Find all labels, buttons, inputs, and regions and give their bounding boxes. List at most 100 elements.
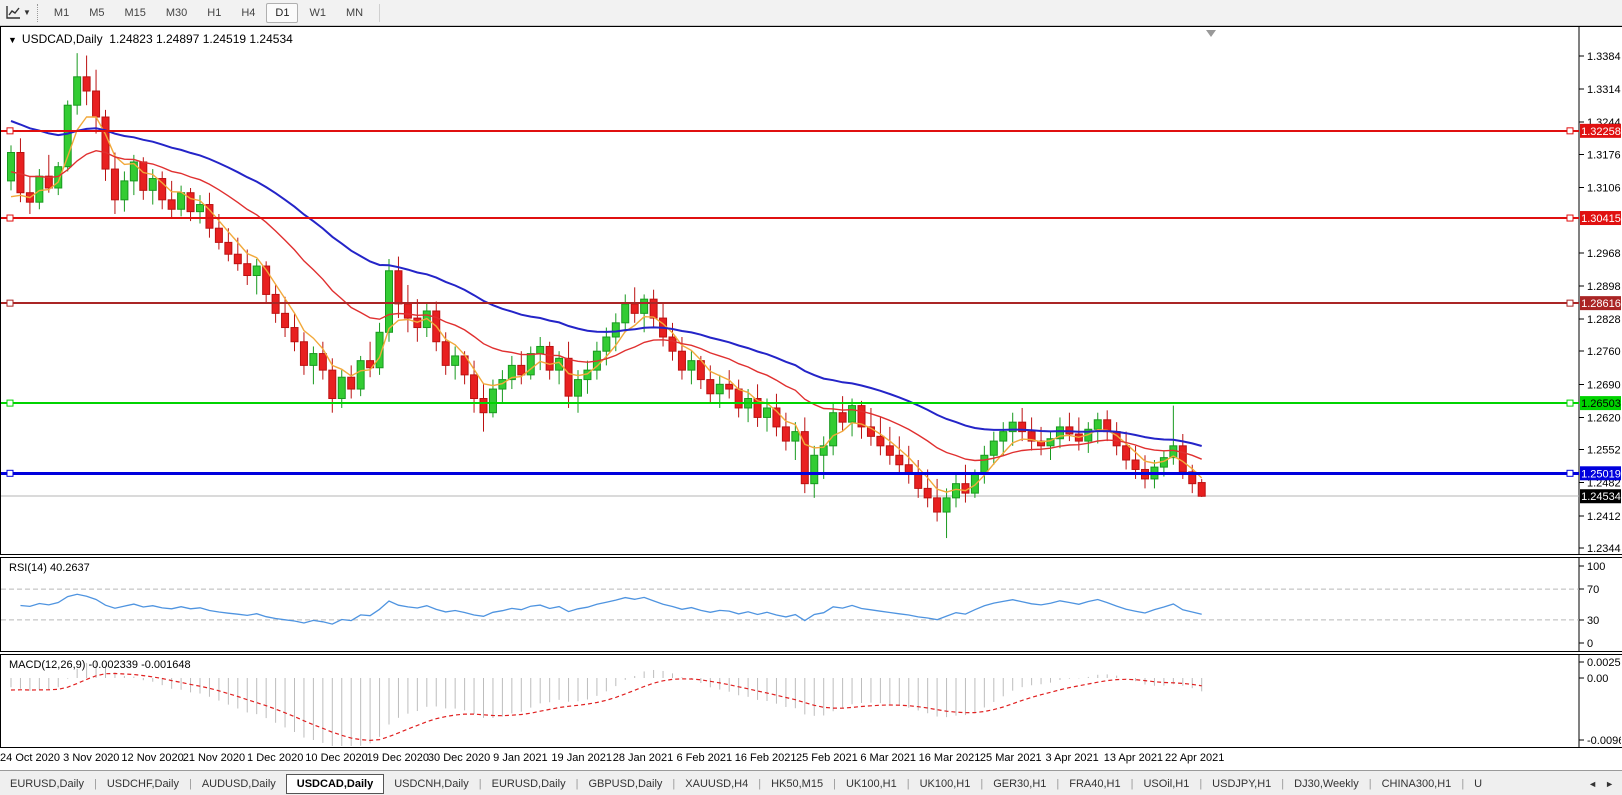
price-tick-label: 1.29680 xyxy=(1587,248,1621,260)
candle-body xyxy=(1131,459,1140,470)
candle-body xyxy=(781,426,790,442)
chart-tab-hk50-m15[interactable]: HK50,M15 xyxy=(771,777,824,790)
timeframe-button-h1[interactable]: H1 xyxy=(207,6,222,19)
hline-right-handle[interactable] xyxy=(1566,299,1574,307)
hline-left-handle[interactable] xyxy=(6,469,14,477)
tab-scroll-left-icon[interactable]: ◄ xyxy=(1588,778,1598,789)
candle-body xyxy=(252,265,261,277)
candle-body xyxy=(763,407,771,418)
candle-body xyxy=(82,76,91,92)
chart-tab-usdchf-daily[interactable]: USDCHF,Daily xyxy=(106,777,179,790)
chart-symbol-period: USDCAD,Daily xyxy=(21,32,103,46)
candle-body xyxy=(7,152,15,182)
hline-right-handle[interactable] xyxy=(1566,127,1574,135)
chart-tab-eurusd-daily[interactable]: EURUSD,Daily xyxy=(491,777,566,790)
chart-shift-marker[interactable] xyxy=(1206,30,1216,37)
price-tick-label: 1.24120 xyxy=(1587,511,1621,523)
tab-separator: | xyxy=(188,777,192,790)
hline-right-handle[interactable] xyxy=(1566,214,1574,222)
chevron-down-icon[interactable]: ▼ xyxy=(23,8,31,17)
candle-body xyxy=(555,357,564,371)
tab-separator: | xyxy=(575,777,579,790)
chart-tab-gbpusd-daily[interactable]: GBPUSD,Daily xyxy=(588,777,663,790)
hline-left-handle[interactable] xyxy=(6,299,14,307)
date-axis-label: 9 Jan 2021 xyxy=(493,752,548,764)
chart-tab-fra40-h1[interactable]: FRA40,H1 xyxy=(1069,777,1121,790)
chart-tab-usoil-h1[interactable]: USOil,H1 xyxy=(1143,777,1190,790)
chart-menu-arrow-icon[interactable]: ▼ xyxy=(8,35,17,45)
chart-tab-china300-h1[interactable]: CHINA300,H1 xyxy=(1381,777,1452,790)
candle-body xyxy=(791,431,800,442)
candle-body xyxy=(1055,426,1064,440)
timeframe-button-m15[interactable]: M15 xyxy=(124,6,146,19)
rsi-label: RSI(14) 40.2637 xyxy=(9,562,90,574)
chart-tab-xauusd-h4[interactable]: XAUUSD,H4 xyxy=(685,777,749,790)
price-tick-label: 1.31060 xyxy=(1587,183,1621,195)
candle-body xyxy=(1122,445,1131,461)
chart-tab-audusd-daily[interactable]: AUDUSD,Daily xyxy=(201,777,276,790)
chart-tab-u[interactable]: U xyxy=(1474,777,1483,790)
date-axis-label: 30 Dec 2020 xyxy=(427,752,491,764)
candle-body xyxy=(895,454,904,466)
toolbar-separator xyxy=(379,3,381,22)
candle-body xyxy=(800,431,809,485)
candle-body xyxy=(914,473,923,489)
date-axis-label: 6 Mar 2021 xyxy=(860,752,917,764)
chart-tab-dj30-weekly[interactable]: DJ30,Weekly xyxy=(1294,777,1359,790)
price-tick-label: 1.28280 xyxy=(1587,314,1621,326)
candle-body xyxy=(838,412,847,423)
hline-left-handle[interactable] xyxy=(6,214,14,222)
chart-tab-usdcnh-daily[interactable]: USDCNH,Daily xyxy=(394,777,469,790)
hline-right-handle[interactable] xyxy=(1566,399,1574,407)
price-chart-pane[interactable]: 1.33840 1.33140 1.32440 1.31760 1.31060 1.296… xyxy=(0,26,1622,555)
tab-separator: | xyxy=(1056,777,1060,790)
hline-price-badge xyxy=(1580,211,1621,226)
hline-right-handle[interactable] xyxy=(1566,469,1574,477)
tab-scroll-right-icon[interactable]: ► xyxy=(1605,778,1614,789)
hline-left-handle[interactable] xyxy=(6,399,14,407)
chart-tab-eurusd-daily[interactable]: EURUSD,Daily xyxy=(10,777,84,790)
chart-tab-usdcad-daily[interactable]: USDCAD,Daily xyxy=(285,773,385,794)
candle-body xyxy=(347,376,356,390)
candle-body xyxy=(1093,419,1102,430)
candle-body xyxy=(999,431,1008,442)
chart-tab-uk100-h1[interactable]: UK100,H1 xyxy=(845,777,897,790)
date-axis-label: 21 Nov 2020 xyxy=(182,752,246,764)
timeframe-button-m5[interactable]: M5 xyxy=(89,6,105,19)
candle-body xyxy=(451,355,460,366)
macd-indicator-pane[interactable]: 0.00258 0.00 -0.009687 xyxy=(0,654,1622,748)
candle-body xyxy=(725,383,734,390)
toolbar-grip[interactable] xyxy=(36,3,38,22)
timeframe-button-mn[interactable]: MN xyxy=(345,6,364,19)
candle-body xyxy=(857,405,866,428)
ma-slow-line xyxy=(10,120,1202,447)
tab-separator: | xyxy=(1281,777,1285,790)
chart-pointer-icon[interactable] xyxy=(4,4,22,22)
chart-tab-usdjpy-h1[interactable]: USDJPY,H1 xyxy=(1212,777,1272,790)
chart-tab-uk100-h1[interactable]: UK100,H1 xyxy=(919,777,971,790)
rsi-indicator-pane[interactable]: 100 70 30 0 xyxy=(0,557,1622,652)
candle-body xyxy=(356,360,365,390)
candle-body xyxy=(186,192,195,213)
candle-body xyxy=(205,204,214,229)
timeframe-button-m30[interactable]: M30 xyxy=(165,6,188,19)
candle-body xyxy=(101,116,110,170)
timeframe-button-w1[interactable]: W1 xyxy=(309,6,326,19)
rsi-tick-label: 70 xyxy=(1587,584,1599,596)
timeframe-button-h4[interactable]: H4 xyxy=(241,6,256,19)
chart-tab-ger30-h1[interactable]: GER30,H1 xyxy=(993,777,1047,790)
hline-left-handle[interactable] xyxy=(6,127,14,135)
timeframe-button-m1[interactable]: M1 xyxy=(53,6,70,19)
price-tick-label: 1.33840 xyxy=(1587,51,1621,63)
date-axis[interactable]: 24 Oct 2020 3 Nov 2020 12 Nov 2020 21 Nov 2… xyxy=(0,748,1622,770)
rsi-tick-label: 30 xyxy=(1587,615,1599,627)
price-tick-label: 1.24820 xyxy=(1587,478,1621,490)
date-axis-label: 22 Apr 2021 xyxy=(1165,752,1225,764)
candle-body xyxy=(545,345,554,371)
timeframe-button-d1[interactable]: D1 xyxy=(266,2,299,23)
tab-separator: | xyxy=(758,777,762,790)
date-axis-label: 24 Oct 2020 xyxy=(0,752,60,764)
price-tick-label: 1.33140 xyxy=(1587,84,1621,96)
tab-separator: | xyxy=(1461,777,1465,790)
